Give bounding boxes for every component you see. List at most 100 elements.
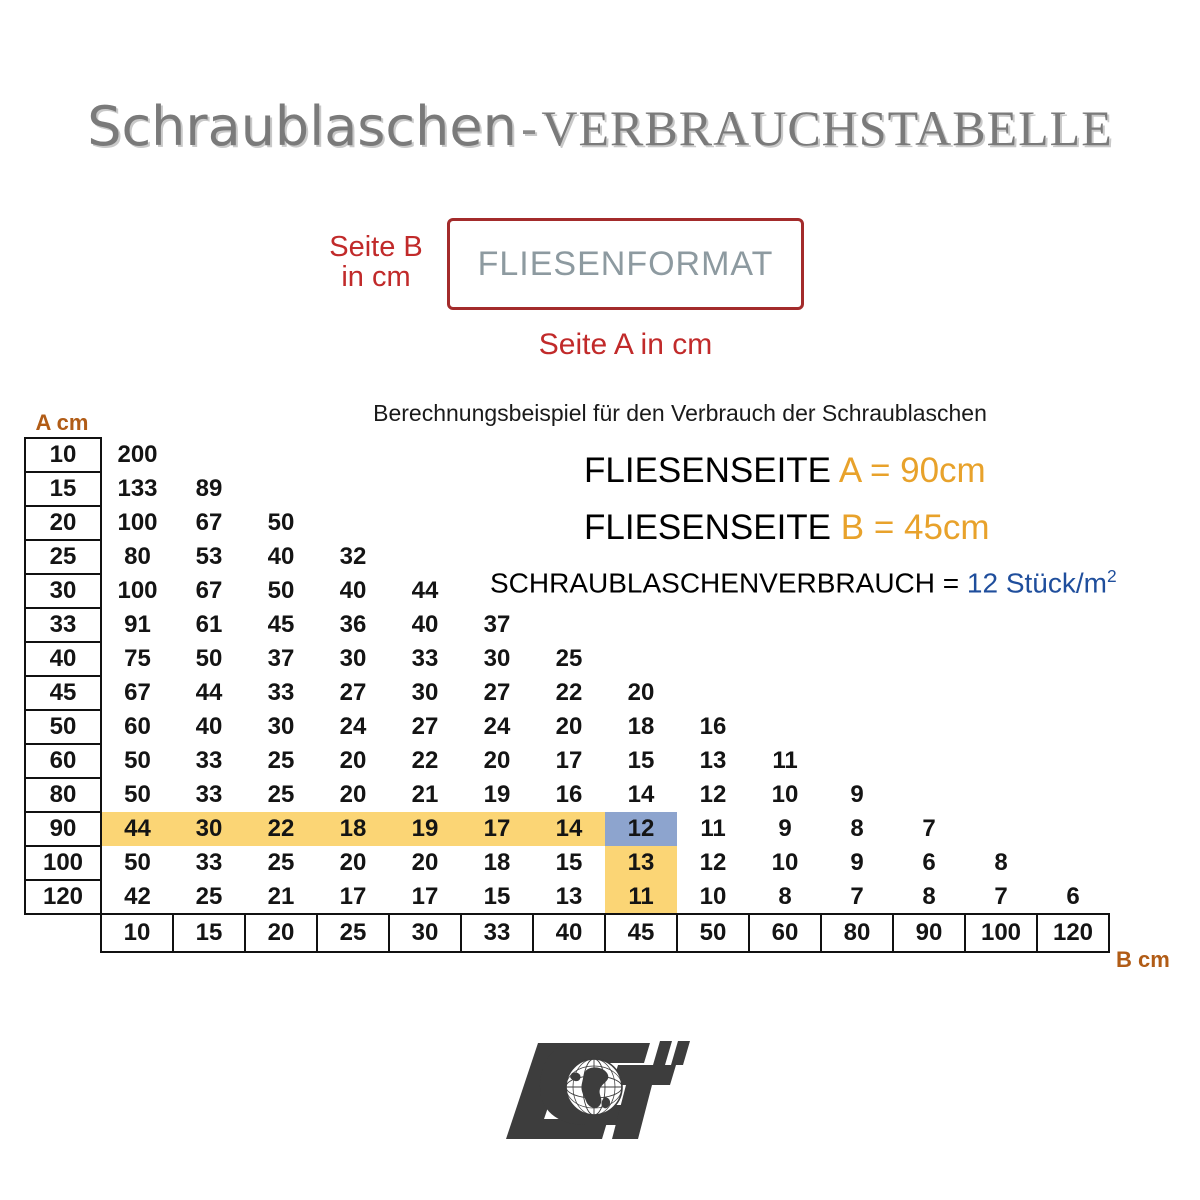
table-cell: 37 bbox=[483, 611, 511, 638]
table-cell: 9 bbox=[850, 781, 864, 808]
table-cell: 20 bbox=[627, 679, 655, 706]
table-row: 100 50 33 25 20 20 18 15 13 12 10 9 6 8 bbox=[24, 845, 1109, 881]
table-cell bbox=[1037, 744, 1109, 778]
row-header-cell: 40 bbox=[24, 641, 102, 677]
example-line-b-prefix: FLIESENSEITE bbox=[584, 508, 841, 547]
table-cell bbox=[821, 744, 893, 778]
table-cell bbox=[893, 778, 965, 812]
table-cell bbox=[893, 744, 965, 778]
table-cell bbox=[677, 506, 749, 540]
table-cell bbox=[533, 574, 605, 608]
table-cell bbox=[605, 642, 677, 676]
table-cell: 50 bbox=[267, 509, 295, 536]
table-cell: 27 bbox=[483, 679, 511, 706]
table-row: 90 44 30 22 18 19 17 14 12 11 9 8 7 bbox=[24, 811, 1109, 847]
row-header-cell: 120 bbox=[24, 879, 102, 915]
table-cell: 25 bbox=[267, 781, 295, 808]
table-cell: 20 bbox=[339, 747, 367, 774]
table-cell: 33 bbox=[195, 747, 223, 774]
row-header-cell: 33 bbox=[24, 607, 102, 643]
example-line-b: FLIESENSEITE B = 45cm bbox=[584, 508, 990, 548]
table-cell: 67 bbox=[195, 509, 223, 536]
table-cell: 50 bbox=[267, 577, 295, 604]
table-cell: 37 bbox=[267, 645, 295, 672]
table-row: 120 42 25 21 17 17 15 13 11 10 8 7 8 7 6 bbox=[24, 879, 1109, 915]
table-cell bbox=[821, 574, 893, 608]
table-cell-highlighted-result: 12 bbox=[605, 812, 677, 846]
table-cell: 100 bbox=[117, 577, 158, 604]
table-cell: 133 bbox=[117, 475, 158, 502]
table-cell: 6 bbox=[1066, 882, 1080, 910]
table-cell bbox=[893, 608, 965, 642]
table-cell bbox=[1037, 846, 1109, 880]
row-header-cell: 80 bbox=[24, 777, 102, 813]
table-cell bbox=[461, 574, 533, 608]
example-line-b-value: B = 45cm bbox=[840, 508, 990, 547]
side-a-label: Seite A in cm bbox=[538, 328, 713, 361]
table-cell bbox=[1037, 438, 1109, 472]
table-cell bbox=[317, 438, 389, 472]
table-cell: 14 bbox=[533, 812, 605, 846]
table-cell: 14 bbox=[627, 781, 655, 808]
table-cell: 22 bbox=[555, 679, 583, 706]
table-cell: 13 bbox=[699, 747, 727, 774]
table-cell: 30 bbox=[173, 812, 245, 846]
table-cell bbox=[389, 438, 461, 472]
table-cell bbox=[1037, 506, 1109, 540]
table-cell: 22 bbox=[411, 747, 439, 774]
table-cell bbox=[1037, 540, 1109, 574]
table-row: 45 67 44 33 27 30 27 22 20 bbox=[24, 675, 1109, 711]
table-row: 60 50 33 25 20 22 20 17 15 13 11 bbox=[24, 743, 1109, 779]
table-cell: 11 bbox=[700, 815, 726, 842]
table-cell: 24 bbox=[483, 713, 511, 740]
company-logo bbox=[500, 1035, 700, 1145]
table-cell: 6 bbox=[922, 849, 936, 876]
table-cell: 27 bbox=[411, 713, 439, 740]
table-cell: 20 bbox=[555, 713, 583, 740]
globe-icon bbox=[565, 1058, 623, 1116]
row-header-cell: 90 bbox=[24, 811, 102, 847]
table-cell bbox=[821, 438, 893, 472]
table-cell: 40 bbox=[195, 713, 223, 740]
table-cell: 60 bbox=[124, 713, 151, 740]
table-cell bbox=[461, 438, 533, 472]
table-cell: 15 bbox=[483, 882, 511, 910]
table-cell bbox=[965, 744, 1037, 778]
table-cell: 33 bbox=[411, 645, 439, 672]
table-cell bbox=[821, 506, 893, 540]
table-cell: 30 bbox=[339, 645, 367, 672]
row-header-cell: 30 bbox=[24, 573, 102, 609]
table-cell: 30 bbox=[483, 645, 511, 672]
table-cell: 44 bbox=[195, 679, 223, 706]
row-header-cell: 60 bbox=[24, 743, 102, 779]
axis-a-label: A cm bbox=[35, 410, 89, 435]
table-cell: 67 bbox=[124, 679, 151, 706]
table-cell bbox=[965, 472, 1037, 506]
table-cell: 33 bbox=[267, 679, 295, 706]
table-cell: 13 bbox=[555, 882, 583, 910]
row-header-cell: 45 bbox=[24, 675, 102, 711]
table-cell: 42 bbox=[124, 882, 151, 910]
table-cell: 36 bbox=[339, 611, 367, 638]
table-cell bbox=[677, 574, 749, 608]
table-cell: 17 bbox=[339, 882, 367, 910]
table-cell bbox=[173, 438, 245, 472]
table-cell bbox=[965, 642, 1037, 676]
table-cell bbox=[749, 608, 821, 642]
title-subtitle-text: VERBRAUCHSTABELLE bbox=[541, 100, 1113, 156]
table-cell: 25 bbox=[267, 747, 295, 774]
table-cell bbox=[821, 472, 893, 506]
axis-b-label: B cm bbox=[1116, 947, 1170, 972]
table-corner-spacer bbox=[25, 914, 101, 952]
table-cell bbox=[893, 642, 965, 676]
table-cell bbox=[965, 778, 1037, 812]
table-cell bbox=[749, 574, 821, 608]
table-cell bbox=[821, 710, 893, 744]
table-cell: 30 bbox=[267, 713, 295, 740]
table-cell bbox=[893, 506, 965, 540]
table-cell bbox=[677, 608, 749, 642]
table-cell: 50 bbox=[195, 645, 223, 672]
side-b-label-line1: Seite B bbox=[329, 231, 423, 263]
fliesenformat-box: FLIESENFORMAT bbox=[447, 218, 804, 310]
